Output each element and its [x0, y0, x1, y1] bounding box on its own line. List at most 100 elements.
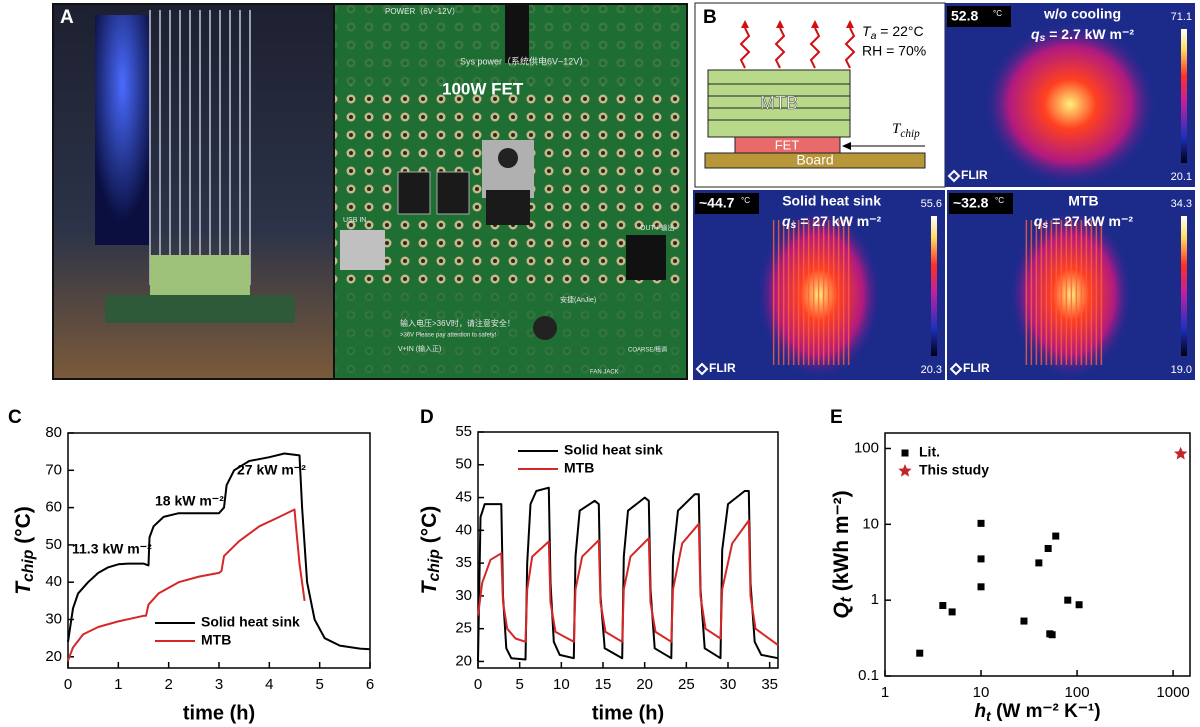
x-tick-label: 15 [595, 676, 612, 693]
flir-brand: FLIR [963, 361, 990, 375]
data-line [67, 508, 306, 661]
x-tick-label: 30 [720, 676, 737, 693]
y-tick-label: 40 [455, 521, 472, 538]
photo-text: Sys power（系统供电6V~12V） [460, 55, 588, 66]
square-marker [977, 583, 985, 591]
y-tick-label: 10 [862, 515, 879, 532]
mtb-block [707, 69, 851, 138]
x-tick-label: 4 [265, 676, 273, 693]
flir-icon [947, 169, 961, 183]
x-tick-label: 5 [515, 676, 523, 693]
photo-text: USB IN [343, 217, 366, 224]
star-marker [898, 464, 912, 477]
unit: (°C) [418, 506, 441, 549]
unit: (°C) [12, 506, 35, 549]
heat-flux: qs = 27 kW m⁻² [1034, 213, 1134, 231]
mtb-label: MTB [760, 93, 798, 113]
scale-max: 55.6 [921, 198, 942, 210]
mtb-layers [708, 83, 850, 121]
annotation: 27 kW m⁻² [237, 462, 306, 478]
thermal-title: MTB [1068, 193, 1098, 209]
x-axis-label: time (h) [183, 702, 255, 724]
x-tick-label: 25 [678, 676, 695, 693]
legend-label: MTB [201, 632, 231, 648]
y-tick-label: 35 [455, 554, 472, 571]
max-temp: ~32.8 [953, 195, 989, 211]
y-tick-label: 40 [45, 573, 62, 590]
scale-min: 19.0 [1171, 364, 1192, 376]
square-marker [901, 449, 909, 457]
photo-panel-a [52, 3, 688, 380]
square-marker [1035, 559, 1043, 567]
flir-icon [695, 362, 709, 376]
subscript: s [791, 219, 797, 231]
star-marker [1174, 446, 1188, 460]
max-temp: 52.8 [951, 8, 978, 24]
subscript: a [871, 30, 877, 42]
square-marker [1020, 617, 1028, 625]
y-axis-label: Tchip (°C) [418, 506, 444, 595]
capacitor [533, 316, 557, 340]
y-axis-label: Qt (kWh m⁻²) [830, 490, 856, 618]
colorbar [1181, 216, 1187, 356]
component [436, 171, 470, 215]
subscript: t [838, 596, 855, 602]
temp-unit: °C [741, 196, 750, 205]
subscript: chip [900, 128, 920, 140]
panel-label: B [703, 7, 717, 28]
humidity: RH = 70% [862, 43, 926, 59]
unit: = 2.7 kW m⁻² [1045, 26, 1134, 42]
temp-box [947, 6, 1011, 27]
photo-text: COARSE/粗调 [628, 346, 667, 354]
legend-label: This study [919, 462, 989, 478]
unit: (kWh m⁻²) [830, 490, 853, 597]
photo-text: 输入电压>36V时，请注意安全！ [400, 318, 515, 328]
unit: = 27 kW m⁻² [1048, 213, 1133, 229]
subscript: s [1040, 32, 1046, 44]
symbol: T [12, 580, 35, 595]
unit: = 27 kW m⁻² [796, 213, 881, 229]
tchip-label: Tchip [892, 121, 920, 139]
legend-label: Solid heat sink [201, 614, 300, 630]
square-marker [948, 608, 956, 616]
scale-max: 71.1 [1171, 11, 1192, 23]
plot-frame [884, 432, 1191, 677]
annotation: 11.3 kW m⁻² [72, 541, 152, 557]
square-marker [1048, 631, 1056, 639]
photo-text: V+IN (输入正) [398, 344, 441, 353]
heatsink [149, 10, 251, 285]
temp-box [695, 193, 759, 214]
y-tick-label: 20 [455, 652, 472, 669]
heat-arrows [739, 27, 856, 69]
subscript: chip [426, 549, 443, 582]
x-tick-label: 1 [881, 684, 889, 701]
fan [95, 15, 150, 245]
y-axis-label: Tchip (°C) [12, 506, 38, 595]
ambient-temp: Ta = 22°C [862, 23, 924, 42]
subscript: t [986, 709, 992, 725]
photo-text: POWER（6V~12V） [385, 7, 460, 16]
fet-label: FET [775, 137, 800, 152]
flir-brand: FLIR [961, 168, 988, 182]
panel-label: C [8, 407, 22, 428]
flir-brand: FLIR [709, 361, 736, 375]
symbol: T [892, 121, 902, 137]
symbol: T [418, 579, 441, 594]
temp-unit: °C [993, 9, 1002, 18]
thermal-title: w/o cooling [1043, 6, 1121, 22]
x-tick-label: 2 [164, 676, 172, 693]
scale-max: 34.3 [1171, 198, 1192, 210]
photo-text: 100W FET [442, 79, 524, 98]
colorbar [931, 216, 937, 356]
symbol: q [1034, 213, 1043, 229]
y-tick-label: 60 [45, 499, 62, 516]
legend-label: Lit. [919, 444, 940, 460]
fet-hole [498, 148, 518, 168]
colorbar [1181, 29, 1187, 163]
scale-min: 20.1 [1171, 171, 1192, 183]
x-tick-label: 1000 [1156, 684, 1189, 701]
y-tick-label: 30 [45, 610, 62, 627]
x-tick-label: 100 [1065, 684, 1090, 701]
annotation: 18 kW m⁻² [155, 493, 224, 509]
connector [505, 3, 529, 63]
